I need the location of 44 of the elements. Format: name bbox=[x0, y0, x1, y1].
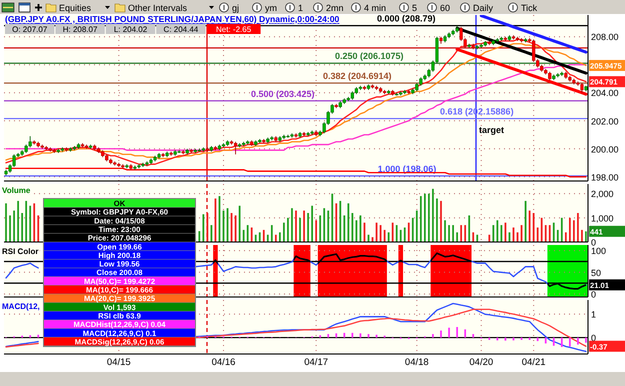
y-tick-label: 208.00 bbox=[591, 32, 619, 42]
ref-line-label: 0.500 (203.425) bbox=[251, 88, 315, 99]
text: Daily bbox=[473, 3, 494, 13]
ref-line-label: 1.000 (198.06) bbox=[378, 164, 436, 174]
x-tick-label: 04/20 bbox=[469, 357, 494, 368]
text: Other Intervals bbox=[128, 3, 188, 13]
chart-title: RSI Color bbox=[2, 247, 38, 256]
chart-title: Volume bbox=[2, 186, 31, 195]
x-tick-label: 04/21 bbox=[522, 357, 546, 368]
annotation: L: 204.02 bbox=[114, 25, 148, 34]
y-tick-label: 202.00 bbox=[591, 116, 619, 126]
y-tick-label: 1 bbox=[591, 310, 596, 320]
y-tick-label: 198.00 bbox=[591, 172, 619, 182]
text: Tick bbox=[521, 3, 538, 13]
text: 4 min bbox=[364, 3, 386, 13]
ref-line-label: 0.000 (208.79) bbox=[377, 14, 436, 24]
text: 1 bbox=[298, 3, 304, 13]
y-tick-label: 200.00 bbox=[591, 144, 619, 154]
text: 60 bbox=[440, 3, 450, 13]
y-tick-label: 204.00 bbox=[591, 88, 619, 98]
ref-line-label: 0.382 (204.6914) bbox=[323, 71, 392, 82]
chart-title: MACD(12, bbox=[2, 302, 40, 311]
x-tick-label: 04/17 bbox=[304, 357, 328, 368]
text: gj bbox=[232, 3, 240, 13]
annotation: Net: -2.65 bbox=[216, 25, 252, 34]
annotation: H: 208.07 bbox=[62, 25, 98, 34]
text: ym bbox=[265, 3, 277, 13]
y-tick-label: 50 bbox=[591, 268, 602, 278]
y-tick-label: 0 bbox=[591, 238, 596, 248]
y-tick-label: 0 bbox=[591, 289, 596, 300]
x-tick-label: 04/18 bbox=[404, 357, 429, 368]
text: 5 bbox=[412, 3, 418, 13]
annotation: C: 204.44 bbox=[164, 25, 199, 34]
y-tick-label: 0 bbox=[591, 333, 596, 344]
text: Equities bbox=[59, 3, 92, 13]
text: 2mn bbox=[326, 3, 344, 13]
ref-line-label: 0.250 (206.1075) bbox=[335, 51, 404, 62]
y-tick-label: 100 bbox=[591, 246, 606, 256]
x-tick-label: 04/16 bbox=[212, 357, 236, 368]
x-tick-label: 04/15 bbox=[106, 357, 131, 368]
y-tick-label: 1,000 bbox=[591, 213, 614, 224]
annotation: O: 207.07 bbox=[12, 25, 48, 34]
annotation: target bbox=[479, 124, 504, 135]
y-tick-label: 2,000 bbox=[591, 189, 614, 200]
